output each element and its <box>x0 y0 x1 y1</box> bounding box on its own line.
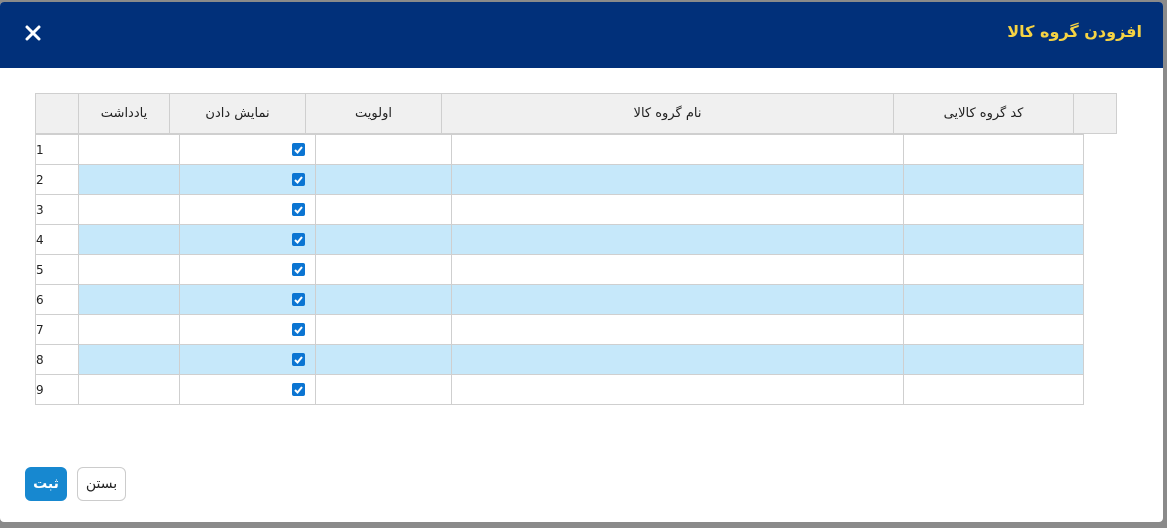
table-cell <box>78 194 180 225</box>
table-cell <box>78 224 180 255</box>
column-header: یادداشت <box>78 93 170 134</box>
show-checkbox[interactable] <box>292 263 305 276</box>
table-cell <box>179 344 316 375</box>
table-cell <box>179 164 316 195</box>
table-cell <box>179 254 316 285</box>
table-cell <box>903 164 1084 195</box>
table-cell <box>78 284 180 315</box>
check-mark <box>294 296 303 304</box>
table-cell <box>903 344 1084 375</box>
header-corner <box>35 93 79 134</box>
table-cell <box>315 134 452 165</box>
table-cell <box>179 194 316 225</box>
row-number: 1 <box>35 134 79 165</box>
table-cell <box>903 374 1084 405</box>
row-number: 5 <box>35 254 79 285</box>
close-icon[interactable] <box>25 25 41 41</box>
table-cell <box>451 254 904 285</box>
row-number: 3 <box>35 194 79 225</box>
table-cell <box>179 314 316 345</box>
check-mark <box>294 356 303 364</box>
row-number: 2 <box>35 164 79 195</box>
table-cell <box>903 284 1084 315</box>
check-mark <box>294 266 303 274</box>
submit-button[interactable]: ثبت <box>25 467 67 501</box>
check-mark <box>294 236 303 244</box>
show-checkbox[interactable] <box>292 353 305 366</box>
show-checkbox[interactable] <box>292 173 305 186</box>
table-cell <box>903 134 1084 165</box>
table-cell <box>78 314 180 345</box>
column-header: کد گروه کالایی <box>893 93 1074 134</box>
check-mark <box>294 176 303 184</box>
table-cell <box>451 134 904 165</box>
row-number: 6 <box>35 284 79 315</box>
dialog-title: افزودن گروه کالا <box>1007 22 1142 41</box>
close-button[interactable]: بستن <box>77 467 126 501</box>
row-number: 8 <box>35 344 79 375</box>
table-cell <box>179 224 316 255</box>
table-cell <box>179 284 316 315</box>
table-cell <box>315 344 452 375</box>
table-cell <box>451 344 904 375</box>
check-mark <box>294 206 303 214</box>
table-cell <box>315 284 452 315</box>
show-checkbox[interactable] <box>292 143 305 156</box>
column-header: نام گروه کالا <box>441 93 894 134</box>
table-cell <box>903 254 1084 285</box>
table-cell <box>451 194 904 225</box>
table-cell <box>315 224 452 255</box>
table-cell <box>315 314 452 345</box>
table-cell <box>451 284 904 315</box>
check-mark <box>294 326 303 334</box>
show-checkbox[interactable] <box>292 233 305 246</box>
table-cell <box>315 164 452 195</box>
show-checkbox[interactable] <box>292 323 305 336</box>
table-cell <box>903 314 1084 345</box>
table-cell <box>451 224 904 255</box>
table-cell <box>451 164 904 195</box>
column-header: نمایش دادن <box>169 93 306 134</box>
table-cell <box>903 224 1084 255</box>
header-spacer <box>1073 93 1117 134</box>
show-checkbox[interactable] <box>292 383 305 396</box>
table-cell <box>78 374 180 405</box>
row-number: 4 <box>35 224 79 255</box>
table-cell <box>451 374 904 405</box>
table-cell <box>179 134 316 165</box>
table-cell <box>78 344 180 375</box>
table-cell <box>315 254 452 285</box>
check-mark <box>294 386 303 394</box>
table-cell <box>78 254 180 285</box>
table-cell <box>315 374 452 405</box>
column-header: اولویت <box>305 93 442 134</box>
row-number: 7 <box>35 314 79 345</box>
table-cell <box>78 164 180 195</box>
table-cell <box>903 194 1084 225</box>
check-mark <box>294 146 303 154</box>
table-cell <box>179 374 316 405</box>
show-checkbox[interactable] <box>292 293 305 306</box>
row-number: 9 <box>35 374 79 405</box>
table-cell <box>315 194 452 225</box>
dialog-header: افزودن گروه کالا <box>0 2 1163 68</box>
show-checkbox[interactable] <box>292 203 305 216</box>
table-cell <box>451 314 904 345</box>
table-cell <box>78 134 180 165</box>
